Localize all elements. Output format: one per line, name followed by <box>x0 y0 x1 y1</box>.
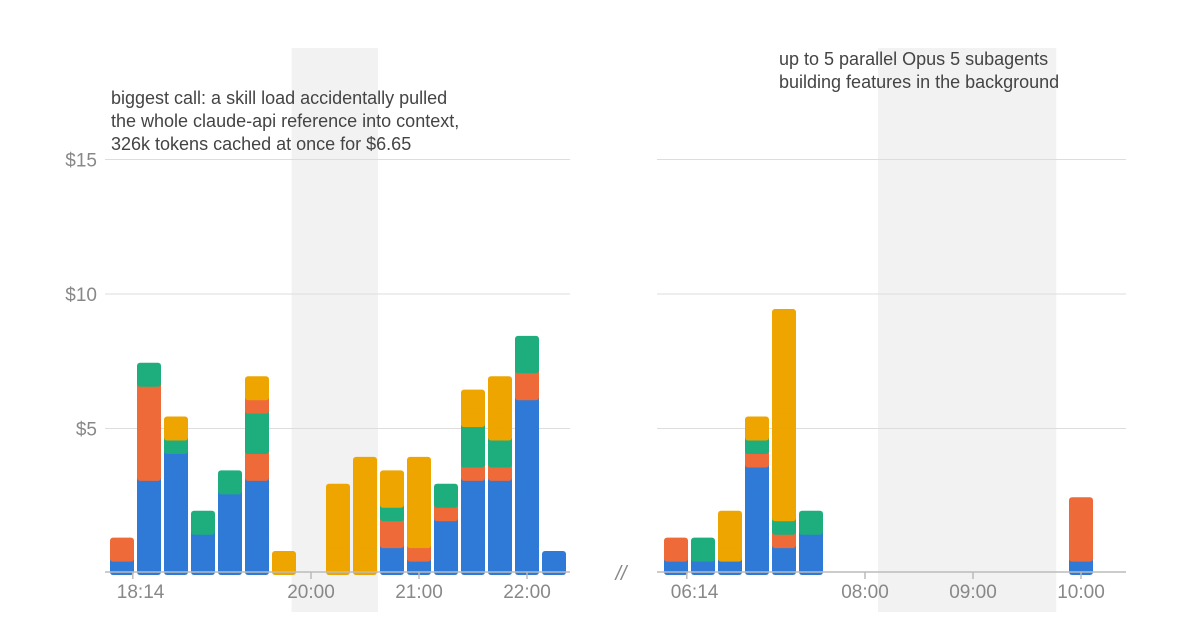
bar-block-orange <box>664 537 688 562</box>
annotation-line: the whole claude-api reference into cont… <box>111 111 459 131</box>
bar-block-green <box>434 483 458 508</box>
bar-block-yellow <box>461 389 485 414</box>
shaded-band <box>878 48 1057 612</box>
bar-block-blue <box>542 551 566 576</box>
shaded-hour-bands <box>291 48 1057 612</box>
bar-block-yellow <box>272 551 296 576</box>
x-tick-label: 21:00 <box>395 582 443 603</box>
bar-block-green <box>218 470 242 495</box>
annotation-line: biggest call: a skill load accidentally … <box>111 88 447 108</box>
x-tick-label: 22:00 <box>503 582 551 603</box>
annotation-line: building features in the background <box>779 72 1059 92</box>
bar-block-yellow <box>718 510 742 535</box>
axes: // <box>105 563 1126 585</box>
annotations: biggest call: a skill load accidentally … <box>111 49 1059 154</box>
bar-block-yellow <box>245 376 269 401</box>
bar-block-green <box>515 335 539 360</box>
bar-block-green <box>191 510 215 535</box>
y-tick-label: $5 <box>76 420 97 441</box>
bar-block-yellow <box>745 416 769 441</box>
annotation-line: 326k tokens cached at once for $6.65 <box>111 134 411 154</box>
bar-block-yellow <box>353 456 377 481</box>
bar-block-yellow <box>380 470 404 495</box>
y-tick-label: $10 <box>65 285 97 306</box>
axis-break-mark: // <box>613 563 629 585</box>
annotation-line: up to 5 parallel Opus 5 subagents <box>779 49 1048 69</box>
bar-block-yellow <box>164 416 188 441</box>
tick-labels: 18:14 20:00 21:00 22:00 06:14 08:00 09:00 10:00… <box>65 151 1104 604</box>
x-tick-label: 10:00 <box>1057 582 1105 603</box>
bar-block-green <box>137 362 161 387</box>
bar-block-yellow <box>326 483 350 508</box>
x-tick-label: 20:00 <box>287 582 335 603</box>
bar-block-orange <box>110 537 134 562</box>
bar-block-orange <box>1069 497 1093 522</box>
bar-block-yellow <box>407 456 431 481</box>
bar-block-yellow <box>772 308 796 333</box>
bar-block-green <box>691 537 715 562</box>
stacked-bars <box>110 308 1093 576</box>
x-tick-label: 09:00 <box>949 582 997 603</box>
x-tick-label: 06:14 <box>671 582 719 603</box>
bar-block-green <box>799 510 823 535</box>
y-tick-label: $15 <box>65 151 97 172</box>
x-tick-label: 18:14 <box>117 582 165 603</box>
x-tick-label: 08:00 <box>841 582 889 603</box>
bar-block-yellow <box>488 376 512 401</box>
